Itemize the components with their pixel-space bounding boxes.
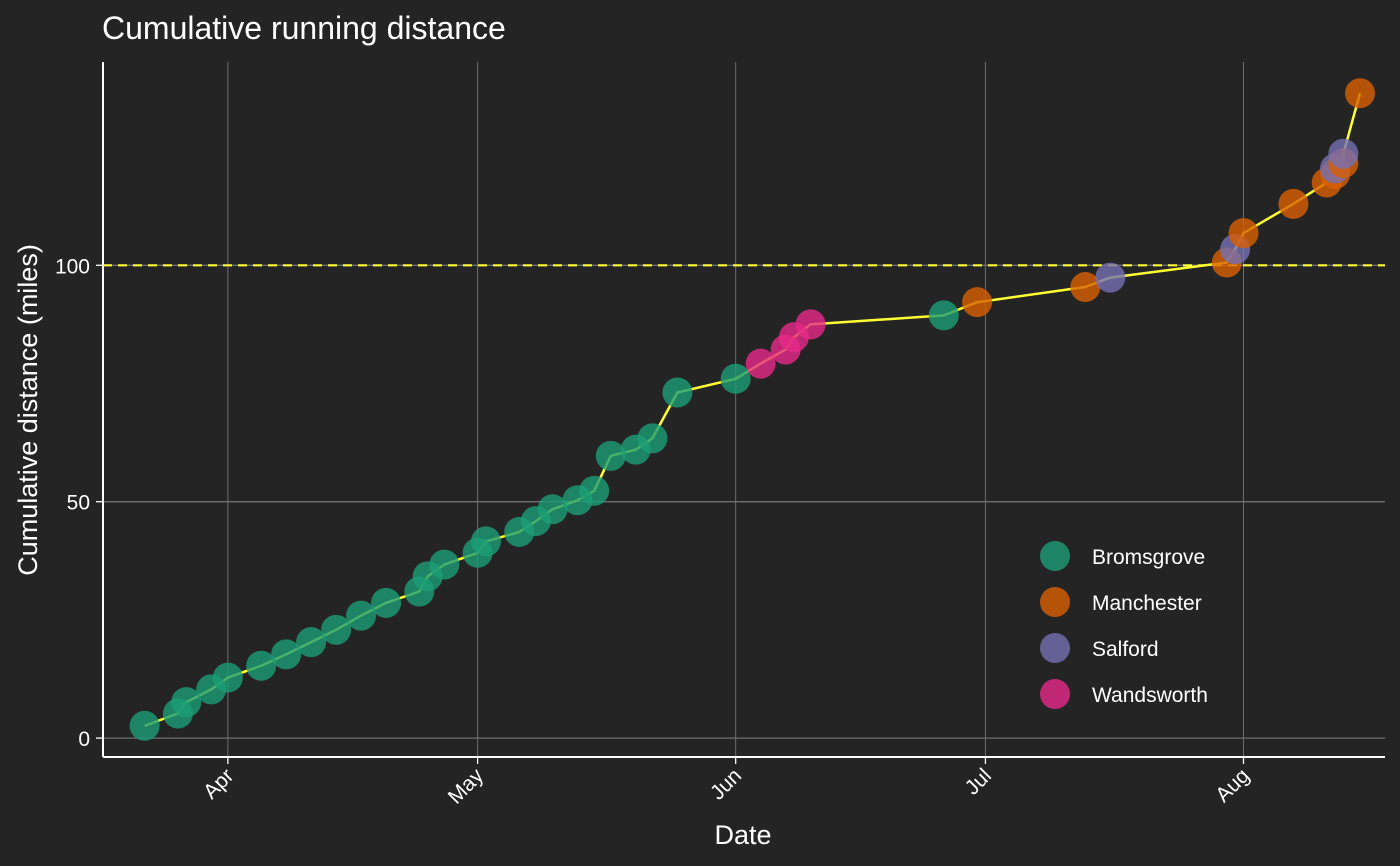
data-point-bromsgrove [346,600,377,631]
legend-label: Manchester [1092,592,1202,615]
legend: Bromsgrove Manchester Salford Wandsworth [1040,541,1208,709]
data-point-bromsgrove [470,526,501,557]
data-point-bromsgrove [637,423,668,454]
y-tick-label: 0 [78,728,90,751]
data-point-bromsgrove [371,587,402,618]
legend-label: Bromsgrove [1092,546,1205,569]
data-point-bromsgrove [171,687,202,718]
y-tick-label: 50 [67,492,90,515]
legend-key-salford [1040,633,1070,663]
legend-label: Salford [1092,638,1159,661]
data-point-wandsworth [745,348,776,379]
y-axis-label: Cumulative distance (miles) [13,244,43,576]
data-point-manchester [1070,272,1101,303]
data-point-bromsgrove [429,549,460,580]
data-point-bromsgrove [537,494,568,525]
legend-key-bromsgrove [1040,541,1070,571]
data-point-bromsgrove [212,662,243,693]
data-point-bromsgrove [662,377,693,408]
data-point-manchester [962,287,993,318]
y-tick-label: 100 [55,255,90,278]
data-point-bromsgrove [321,614,352,645]
data-point-manchester [1278,188,1309,219]
data-point-manchester [1345,78,1376,109]
data-point-salford [1328,138,1359,169]
data-point-bromsgrove [928,300,959,331]
legend-key-manchester [1040,587,1070,617]
data-point-bromsgrove [579,475,610,506]
legend-key-wandsworth [1040,679,1070,709]
chart-title: Cumulative running distance [102,10,506,46]
data-point-manchester [1228,218,1259,249]
data-point-bromsgrove [246,650,277,681]
data-point-bromsgrove [129,710,160,741]
legend-label: Wandsworth [1092,684,1208,707]
data-point-bromsgrove [296,627,327,658]
data-points [129,78,1376,741]
data-point-bromsgrove [271,639,302,670]
data-point-wandsworth [795,309,826,340]
data-point-bromsgrove [595,440,626,471]
x-axis-label: Date [714,820,771,850]
data-point-salford [1095,262,1126,293]
data-point-bromsgrove [720,363,751,394]
